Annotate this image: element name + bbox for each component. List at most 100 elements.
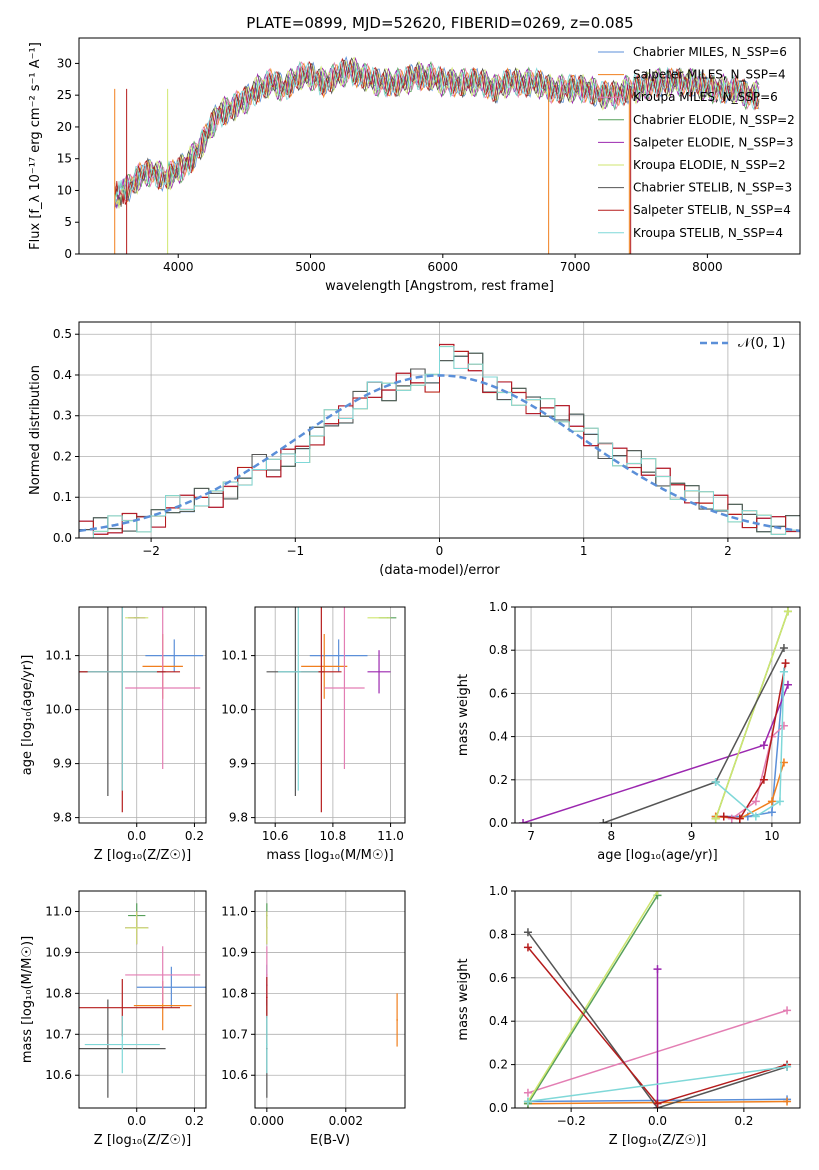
weight-line-kroupa_stelib [715,671,785,818]
y-tick-label: 10.1 [45,649,72,663]
residuals-data [79,343,800,538]
y-tick-label: 10.0 [45,703,72,717]
weight-line-salpeter_elodie [522,684,789,823]
age_vs_weight-ylabel: mass weight [456,674,471,756]
y-tick-label: 0.4 [53,368,72,382]
weight-marker [735,814,744,823]
weight-marker [711,777,720,786]
mass_vs_age-panel: 10.6 10.8 11.0 9.8 9.9 10.0 10.1 mass [log₁₀(M/… [221,606,406,863]
y-tick-label: 0.0 [489,1101,508,1115]
errorbar-salpeter_elodie [367,650,391,694]
legend-entry: Salpeter MILES, N_SSP=4 [598,68,786,82]
errorbar-salpeter_stelib [266,976,268,1018]
legend-entry: Chabrier ELODIE, N_SSP=2 [598,113,795,127]
errorbar-kroupa_stelib [278,607,319,791]
legend-entry: Kroupa STELIB, N_SSP=4 [598,226,783,240]
x-tick-label: 10 [764,829,779,843]
weight-line-chabrier_stelib [527,931,788,1108]
z_vs_age-frame [78,606,207,824]
ebv_vs_mass-data [266,903,398,1098]
y-tick-label: 20 [57,120,72,134]
ebv_vs_mass-panel: 0.000 0.002 10.6 10.7 10.8 10.9 11.0 E(B-V) [221,890,406,1148]
y-tick-label: 10.6 [221,1068,248,1082]
weight-marker [781,659,790,668]
x-tick-label: 7 [527,829,535,843]
weight-marker [767,808,776,817]
x-tick-label: 8000 [692,260,723,274]
histogram-kroupa_stelib [79,346,800,538]
weight-marker [783,607,792,616]
x-tick-label: 0.2 [734,1114,753,1128]
y-tick-label: 10.8 [45,986,72,1000]
weight-line-kroupa_elodie [527,891,659,1102]
x-tick-label: 7000 [560,260,591,274]
y-tick-label: 10.7 [221,1027,248,1041]
residuals-panel: −2 −1 0 1 2 0.0 0.1 0.2 0.3 0.4 0.5 (data-model)/er… [28,321,801,578]
legend-entry: Salpeter ELODIE, N_SSP=3 [598,135,794,149]
y-tick-label: 11.0 [45,904,72,918]
weight-marker [751,812,760,821]
x-tick-label: 6000 [428,260,459,274]
z_vs_weight-xlabel: Z [log₁₀(Z/Z☉)] [609,1133,706,1148]
x-tick-label: 1 [580,544,588,558]
y-tick-label: 0.2 [489,1058,508,1072]
residuals-xlabel: (data-model)/error [379,563,500,578]
y-tick-label: 10.6 [45,1068,72,1082]
age_vs_weight-panel: 7 8 9 10 0.0 0.2 0.4 0.6 0.8 1.0 age [log₁₀(age/yr… [456,600,801,863]
weight-marker [653,965,662,974]
y-tick-label: 0.3 [53,409,72,423]
errorbar-kroupa_elodie [266,911,268,945]
y-tick-label: 0.6 [489,686,508,700]
x-tick-label: 0.2 [185,1114,204,1128]
y-tick-label: 0.4 [489,730,508,744]
z_vs_age-data [79,607,204,813]
x-tick-label: 11.0 [377,829,404,843]
weight-marker [711,814,720,823]
errorbar-salpeter_miles [301,634,348,699]
weight-line-kroupa_stelib [527,1066,788,1103]
z_vs_mass-frame [78,890,207,1109]
y-tick-label: 15 [57,152,72,166]
x-tick-label: 9 [688,829,696,843]
x-tick-label: 4000 [163,260,194,274]
x-tick-label: 0.2 [185,829,204,843]
y-tick-label: 9.8 [53,811,72,825]
weight-line-kroupa_elodie [714,611,789,819]
y-tick-label: 10.8 [221,986,248,1000]
weight-marker [759,741,768,750]
weight-marker [523,1097,532,1106]
y-tick-label: 0.2 [489,773,508,787]
y-tick-label: 9.8 [229,811,248,825]
x-tick-label: 0.000 [250,1114,284,1128]
legend-label: Salpeter STELIB, N_SSP=4 [633,203,791,217]
y-tick-label: 0.8 [489,927,508,941]
spectrum-frame [78,37,801,255]
z_vs_weight-data [523,891,792,1108]
weight-marker [523,943,532,952]
weight-marker [783,1006,792,1015]
z_vs_weight-panel: −0.2 0.0 0.2 0.0 0.2 0.4 0.6 0.8 1.0 Z [log₁₀(Z/Z… [456,884,801,1148]
legend-label: Kroupa STELIB, N_SSP=4 [633,226,783,240]
errorbar-kroupa_elodie [367,617,391,619]
mass_vs_age-xlabel: mass [log₁₀(M/M☉)] [266,848,393,863]
y-tick-label: 9.9 [53,757,72,771]
weight-marker [775,797,784,806]
y-tick-label: 0 [64,247,72,261]
x-tick-label: 0.0 [648,1114,667,1128]
weight-marker [523,1088,532,1097]
y-tick-label: 0.8 [489,643,508,657]
errorbar-chabrier_miles [136,966,206,1008]
legend-entry: Kroupa ELODIE, N_SSP=2 [598,158,786,172]
weight-marker [759,775,768,784]
errorbar-kroupa_elodie [125,617,149,619]
ebv_vs_mass-xlabel: E(B-V) [310,1133,350,1148]
y-tick-label: 11.0 [221,904,248,918]
y-tick-label: 0.2 [53,449,72,463]
x-tick-label: 10.6 [262,829,289,843]
ebv_vs_mass-frame [254,890,406,1109]
weight-marker [599,819,608,823]
weight-marker [783,1062,792,1071]
x-tick-label: 0.0 [127,1114,146,1128]
y-tick-label: 0.4 [489,1014,508,1028]
errorbar-kroupa_stelib [266,1015,268,1074]
